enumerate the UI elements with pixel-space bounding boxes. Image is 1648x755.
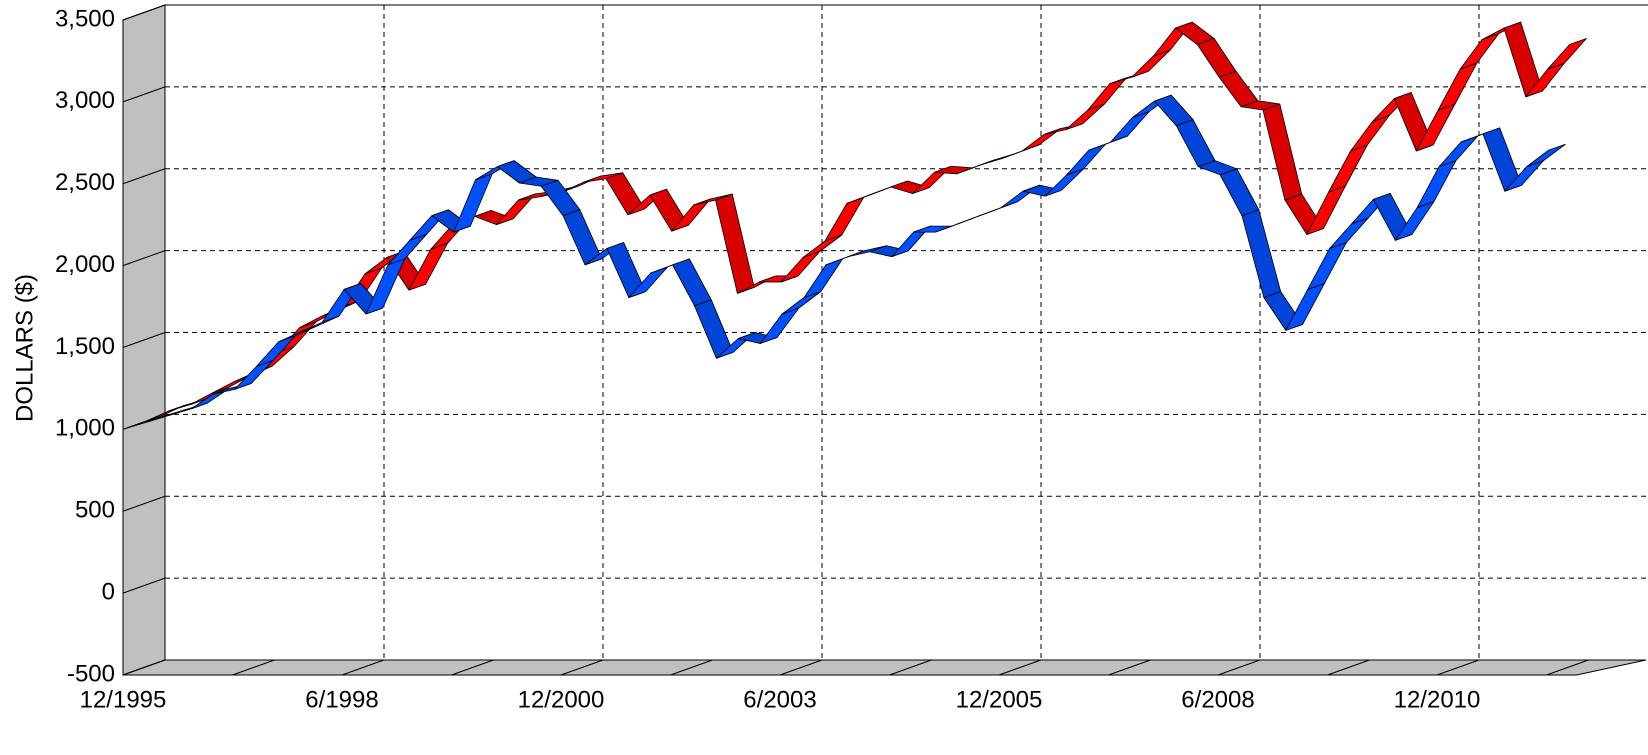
ribbon-segment — [715, 193, 755, 294]
ribbon-segment — [1241, 209, 1282, 299]
ribbon-segment — [365, 258, 406, 315]
ribbon-segment — [453, 173, 493, 233]
x-tick — [1327, 659, 1370, 676]
x-tick-label: 12/2010 — [1394, 686, 1481, 713]
x-tick — [560, 659, 604, 676]
ribbon-segment — [1262, 103, 1303, 201]
ribbon-segment — [234, 359, 274, 390]
ribbon-segment — [1328, 144, 1368, 193]
ribbon-segment — [1154, 94, 1194, 127]
y-tick-label: 1,500 — [55, 333, 115, 360]
y-tick — [122, 86, 166, 103]
y-tick — [122, 577, 166, 594]
x-tick — [232, 659, 275, 676]
y-tick-label: 0 — [102, 578, 115, 605]
x-tick-label: 6/2008 — [1181, 686, 1254, 713]
ribbon-segment — [1219, 168, 1260, 217]
ribbon-segment — [1547, 38, 1587, 70]
y-tick-label: 2,000 — [55, 251, 115, 278]
floor — [122, 659, 1647, 676]
ribbon-segment — [781, 291, 822, 315]
y-tick-label: 1,000 — [55, 415, 115, 442]
ribbon-segment — [1526, 143, 1566, 168]
x-tick — [1436, 659, 1480, 676]
x-tick-label: 6/2003 — [743, 686, 816, 713]
ribbon-segment — [1416, 160, 1457, 208]
ribbon-segment — [759, 307, 800, 344]
x-tick-label: 12/2000 — [518, 686, 605, 713]
y-tick — [122, 250, 166, 267]
y-tick-label: 3,500 — [55, 5, 115, 32]
y-tick — [122, 495, 166, 512]
x-tick-label: 12/1995 — [80, 686, 167, 713]
ribbon-segment — [1306, 185, 1346, 235]
ribbon-segment — [780, 250, 821, 283]
y-tick — [122, 4, 166, 21]
ribbon-segment — [802, 234, 843, 258]
ribbon-segment — [1087, 77, 1127, 111]
x-tick — [1546, 659, 1589, 676]
y-axis-title: DOLLARS ($) — [11, 274, 38, 422]
x-tick — [998, 659, 1042, 676]
y-tick — [122, 332, 166, 348]
ribbon-segment — [913, 225, 953, 233]
ribbon-segment — [672, 258, 712, 307]
ribbon-segment — [1307, 242, 1347, 290]
x-tick-label: 12/2005 — [956, 686, 1043, 713]
y-tick-label: 500 — [75, 497, 115, 524]
x-tick — [889, 659, 932, 676]
y-tick — [122, 659, 166, 676]
y-tick-label: -500 — [67, 660, 115, 687]
ribbon-segment — [1066, 143, 1106, 176]
ribbon-segment — [1196, 38, 1237, 78]
x-tick — [1217, 659, 1261, 676]
x-tick — [1108, 659, 1151, 676]
ribbon-segment — [1044, 168, 1084, 197]
x-tick — [779, 659, 823, 676]
x-tick — [670, 659, 713, 676]
y-tick-label: 2,500 — [55, 169, 115, 196]
x-tick — [451, 659, 494, 676]
ribbon-segment — [824, 196, 865, 242]
x-tick — [341, 659, 385, 676]
ribbon-segment — [1175, 119, 1216, 168]
ribbon-segment — [803, 258, 844, 299]
ribbon-segment — [1218, 70, 1259, 108]
ribbon-segment — [540, 179, 581, 217]
ribbon-segment — [1065, 103, 1105, 131]
ribbon-segment — [1329, 217, 1369, 249]
y-tick-label: 3,000 — [55, 87, 115, 114]
ribbon-segment — [1438, 135, 1479, 168]
ribbon-segment — [1285, 283, 1325, 331]
ribbon-segment — [1110, 111, 1150, 143]
y-tick — [122, 168, 166, 185]
x-tick-label: 6/1998 — [305, 686, 378, 713]
ribbon-segment — [1131, 49, 1171, 78]
ribbon-segment — [1350, 115, 1390, 152]
